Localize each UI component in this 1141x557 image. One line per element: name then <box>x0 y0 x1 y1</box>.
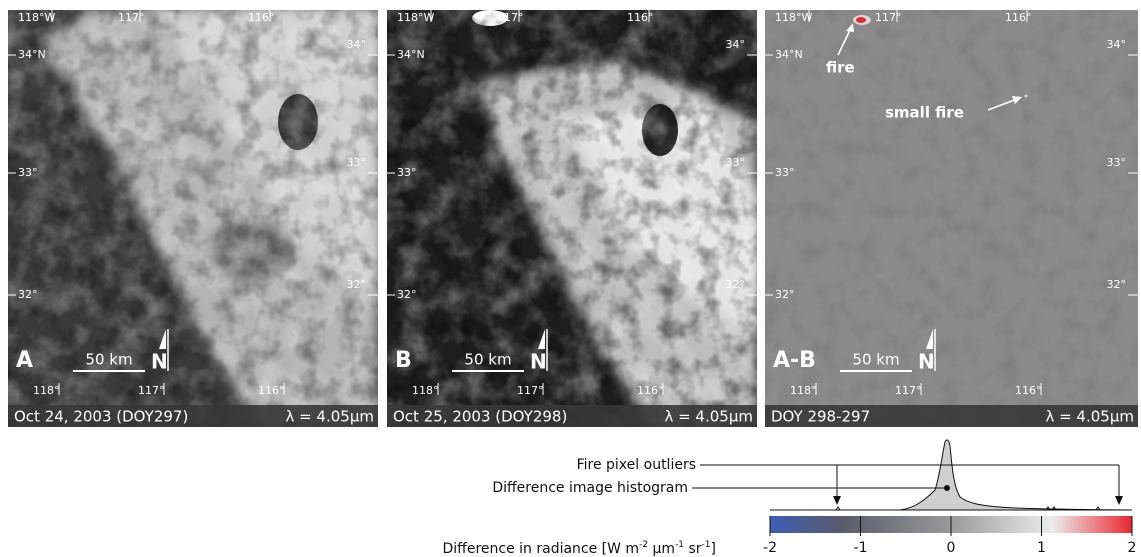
caption: Oct 24, 2003 (DOY297) <box>14 408 188 426</box>
caption: DOY 298-297 <box>771 408 870 426</box>
lon-label-top: 118°W <box>775 11 812 24</box>
image-c <box>765 10 1138 427</box>
panel-letter: B <box>395 348 412 373</box>
colorbar-tick-label: 2 <box>1128 540 1137 556</box>
lat-label-right: 33° <box>726 156 746 169</box>
lon-label-bottom: 117° <box>517 384 544 397</box>
lon-label-top: 118°W <box>18 11 55 24</box>
lon-label-bottom: 118° <box>790 384 817 397</box>
lat-label-left: 33° <box>397 166 417 179</box>
colorbar-axis-label: Difference in radiance [W m-2 µm-1 sr-1] <box>443 540 716 557</box>
north-label: N <box>151 350 168 374</box>
lon-label-bottom: 116° <box>258 384 285 397</box>
colorbar-tick-label: 0 <box>947 540 956 556</box>
north-label: N <box>530 350 547 374</box>
lat-label-left: 34°N <box>397 48 425 61</box>
lat-label-right: 33° <box>1107 156 1127 169</box>
lat-label-right: 34° <box>347 38 367 51</box>
image-a <box>8 10 378 427</box>
scale-label: 50 km <box>464 351 511 369</box>
panel-letter: A <box>16 348 33 373</box>
north-label: N <box>918 350 935 374</box>
wavelength: λ = 4.05µm <box>285 408 374 426</box>
lon-label-top: 117° <box>497 11 524 24</box>
lon-label-top: 116° <box>1005 11 1032 24</box>
lat-label-right: 34° <box>726 38 746 51</box>
lon-label-top: 118°W <box>397 11 434 24</box>
figure: fire small fire Oct 24, 2003 (DOY297) λ =… <box>0 0 1141 557</box>
lon-label-bottom: 118° <box>412 384 439 397</box>
lat-label-right: 32° <box>347 278 367 291</box>
fire-label: fire <box>826 59 855 77</box>
lat-label-right: 34° <box>1107 38 1127 51</box>
lon-label-top: 116° <box>627 11 654 24</box>
lat-label-right: 32° <box>1107 278 1127 291</box>
lat-label-left: 34°N <box>775 48 803 61</box>
histogram-shape <box>770 440 1132 510</box>
lat-label-left: 33° <box>775 166 795 179</box>
colorbar-tick-label: 1 <box>1037 540 1046 556</box>
lat-label-left: 33° <box>18 166 38 179</box>
wavelength: λ = 4.05µm <box>664 408 753 426</box>
histogram-label: Difference image histogram <box>492 480 688 496</box>
caption: Oct 25, 2003 (DOY298) <box>393 408 567 426</box>
colorbar-tick-label: -2 <box>763 540 777 556</box>
lon-label-top: 117° <box>118 11 145 24</box>
lon-label-bottom: 116° <box>1015 384 1042 397</box>
lat-label-right: 33° <box>347 156 367 169</box>
lon-label-top: 117° <box>875 11 902 24</box>
scale-label: 50 km <box>852 351 899 369</box>
lon-label-bottom: 117° <box>138 384 165 397</box>
lat-label-left: 34°N <box>18 48 46 61</box>
lat-label-left: 32° <box>397 288 417 301</box>
colorbar-tick-label: -1 <box>854 540 868 556</box>
lon-label-top: 116° <box>248 11 275 24</box>
small-fire-label: small fire <box>885 104 964 122</box>
lon-label-bottom: 117° <box>895 384 922 397</box>
image-b <box>387 10 757 427</box>
lon-label-bottom: 116° <box>637 384 664 397</box>
scale-label: 50 km <box>85 351 132 369</box>
wavelength: λ = 4.05µm <box>1045 408 1134 426</box>
lat-label-right: 32° <box>726 278 746 291</box>
lat-label-left: 32° <box>18 288 38 301</box>
lon-label-bottom: 118° <box>33 384 60 397</box>
lat-label-left: 32° <box>775 288 795 301</box>
histogram-legend: Fire pixel outliers Difference image his… <box>443 440 1137 557</box>
outliers-label: Fire pixel outliers <box>577 457 696 473</box>
panel-letter: A-B <box>773 348 816 373</box>
